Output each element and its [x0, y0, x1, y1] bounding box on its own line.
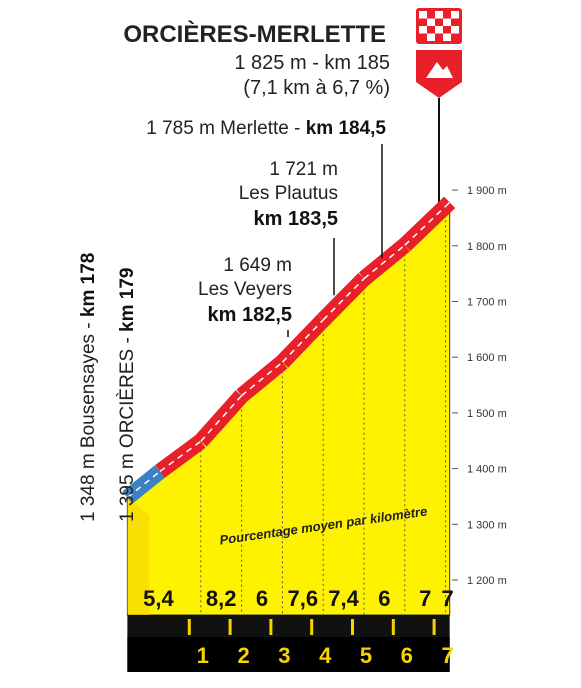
km-tick [351, 619, 354, 635]
road-segment-climb-dash [322, 278, 365, 321]
km-tick [269, 619, 273, 635]
road-segment-climb-dash [281, 319, 324, 363]
finish-flag-icon [416, 8, 462, 44]
km-tick [310, 619, 314, 635]
road-segment-climb [194, 390, 248, 447]
km-tick [187, 619, 191, 635]
y-tick-label: 1 300 m [467, 519, 507, 531]
point-km: km 183,5 [253, 208, 338, 230]
y-tick-label: 1 900 m [467, 185, 507, 197]
km-marker-label: 1 [197, 643, 209, 668]
point-label-vertical: 1 395 m ORCIÈRES - km 179 [117, 267, 138, 522]
km-tick [432, 619, 436, 635]
point-altitude: 1 721 m [269, 159, 338, 180]
point-label-vertical: 1 348 m Bousensayes - km 178 [78, 253, 99, 522]
km-marker-label: 6 [401, 643, 413, 668]
point-label-merlette: 1 785 m Merlette - km 184,5 [146, 118, 386, 139]
y-tick-label: 1 800 m [467, 241, 507, 253]
road-segment-climb-dash [445, 201, 451, 207]
gradient-label: 7 [442, 586, 454, 611]
y-tick-label: 1 700 m [467, 297, 507, 309]
profile-side [127, 497, 150, 615]
point-name: Les Plautus [239, 183, 338, 204]
km-marker-label: 5 [360, 643, 372, 668]
gradient-label: 7,4 [328, 586, 359, 611]
km-marker-label: 2 [237, 643, 249, 668]
gradient-label: 7,6 [288, 586, 319, 611]
road-segment-climb-dash [363, 244, 406, 280]
point-km: km 182,5 [207, 304, 292, 326]
point-annotation: 1 649 m Les Veyers km 182,5 [198, 255, 292, 326]
y-tick-label: 1 200 m [467, 575, 507, 587]
summit-icon [416, 50, 462, 98]
road-segment-climb-dash [159, 440, 202, 472]
point-altitude: 1 649 m [223, 255, 292, 276]
finish-detail-2: (7,1 km à 6,7 %) [243, 77, 390, 99]
chart-title: ORCIÈRES-MERLETTE [123, 20, 386, 48]
finish-detail-1: 1 825 m - km 185 [234, 52, 390, 74]
y-tick-label: 1 400 m [467, 464, 507, 476]
gradient-label: 7 [419, 586, 431, 611]
km-marker-label: 4 [319, 643, 332, 668]
km-tick [391, 619, 395, 635]
km-marker-label: 7 [441, 643, 453, 668]
km-tick [228, 619, 232, 635]
point-annotation: 1 721 m Les Plautus km 183,5 [239, 159, 338, 230]
point-name: Les Veyers [198, 279, 292, 300]
road-segment-approach-dash [126, 470, 161, 499]
km-marker-label: 3 [278, 643, 290, 668]
gradient-label: 5,4 [143, 586, 174, 611]
road-segment-climb-dash [404, 205, 447, 246]
gradient-label: 6 [256, 586, 268, 611]
road-segment-climb-dash [241, 361, 283, 397]
base-bottom [127, 637, 450, 672]
gradient-label: 6 [378, 586, 390, 611]
y-tick-label: 1 500 m [467, 408, 507, 420]
gradient-label: 8,2 [206, 586, 237, 611]
y-tick-label: 1 600 m [467, 352, 507, 364]
